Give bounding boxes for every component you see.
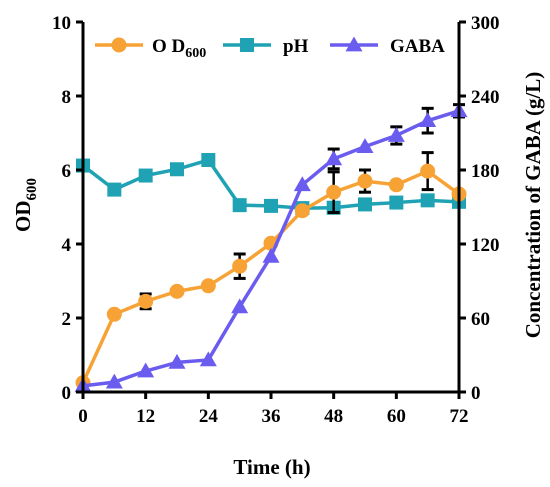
left-tick-label: 10 — [52, 13, 71, 34]
data-point — [264, 198, 278, 213]
data-point — [262, 247, 280, 263]
right-tick-label: 120 — [471, 235, 500, 256]
data-point — [356, 138, 374, 153]
x-axis-label: Time (h) — [233, 455, 310, 479]
x-tick-label: 0 — [78, 406, 88, 427]
legend-marker — [240, 38, 254, 52]
legend-item: pH — [223, 36, 309, 57]
x-tick-label: 36 — [262, 406, 281, 427]
data-point — [106, 306, 122, 322]
right-tick-label: 240 — [471, 87, 500, 108]
data-point — [420, 193, 435, 208]
data-point — [138, 168, 153, 183]
data-point — [138, 293, 154, 309]
data-point — [420, 163, 436, 179]
data-point — [137, 362, 155, 378]
left-tick-label: 6 — [62, 161, 72, 182]
x-tick-label: 12 — [136, 406, 155, 427]
series-layer — [74, 102, 468, 393]
right-tick-label: 300 — [471, 13, 500, 34]
left-tick-label: 2 — [62, 309, 72, 330]
x-tick-label: 60 — [387, 406, 406, 427]
data-point — [169, 283, 185, 299]
left-tick-label: 4 — [62, 235, 72, 256]
data-point — [200, 278, 216, 294]
data-point — [105, 373, 123, 389]
data-point — [419, 112, 437, 128]
data-point — [294, 203, 310, 219]
left-tick-label: 0 — [62, 383, 72, 404]
right-tick-label: 0 — [471, 383, 481, 404]
data-point — [326, 184, 342, 200]
legend-label: O D600 — [152, 36, 206, 61]
legend-label-main: O D — [152, 36, 185, 57]
left-axis-label-main: OD — [11, 201, 35, 233]
legend: O D600 pH GABA — [95, 36, 445, 61]
left-axis-label: OD600 — [11, 178, 40, 232]
legend-item: GABA — [330, 36, 445, 57]
legend-marker — [111, 37, 127, 53]
data-point — [388, 177, 404, 193]
legend-label-sub: 600 — [185, 46, 206, 61]
data-point — [358, 197, 372, 212]
data-point — [170, 162, 184, 177]
x-tick-label: 48 — [324, 406, 343, 427]
series-1 — [76, 153, 466, 216]
right-tick-label: 180 — [471, 161, 500, 182]
data-point — [389, 195, 404, 210]
data-point — [201, 153, 216, 168]
right-tick-label: 60 — [471, 309, 490, 330]
data-point — [199, 351, 217, 367]
data-point — [231, 298, 249, 314]
data-point — [387, 126, 405, 142]
series-0 — [75, 151, 467, 391]
data-point — [325, 150, 343, 166]
legend-label: pH — [283, 36, 309, 57]
data-point — [232, 258, 248, 274]
data-point — [293, 176, 311, 192]
left-axis-label-sub: 600 — [24, 178, 40, 201]
left-tick-label: 8 — [62, 87, 72, 108]
x-tick-label: 72 — [450, 406, 469, 427]
data-point — [107, 182, 122, 197]
legend-marker — [345, 36, 363, 52]
data-point — [232, 198, 247, 213]
right-axis-label: Concentration of GABA (g/L) — [521, 72, 545, 339]
legend-label: GABA — [390, 36, 445, 57]
data-point — [357, 173, 373, 189]
legend-item: O D600 — [95, 36, 206, 61]
x-tick-label: 24 — [199, 406, 219, 427]
data-point — [168, 353, 186, 369]
